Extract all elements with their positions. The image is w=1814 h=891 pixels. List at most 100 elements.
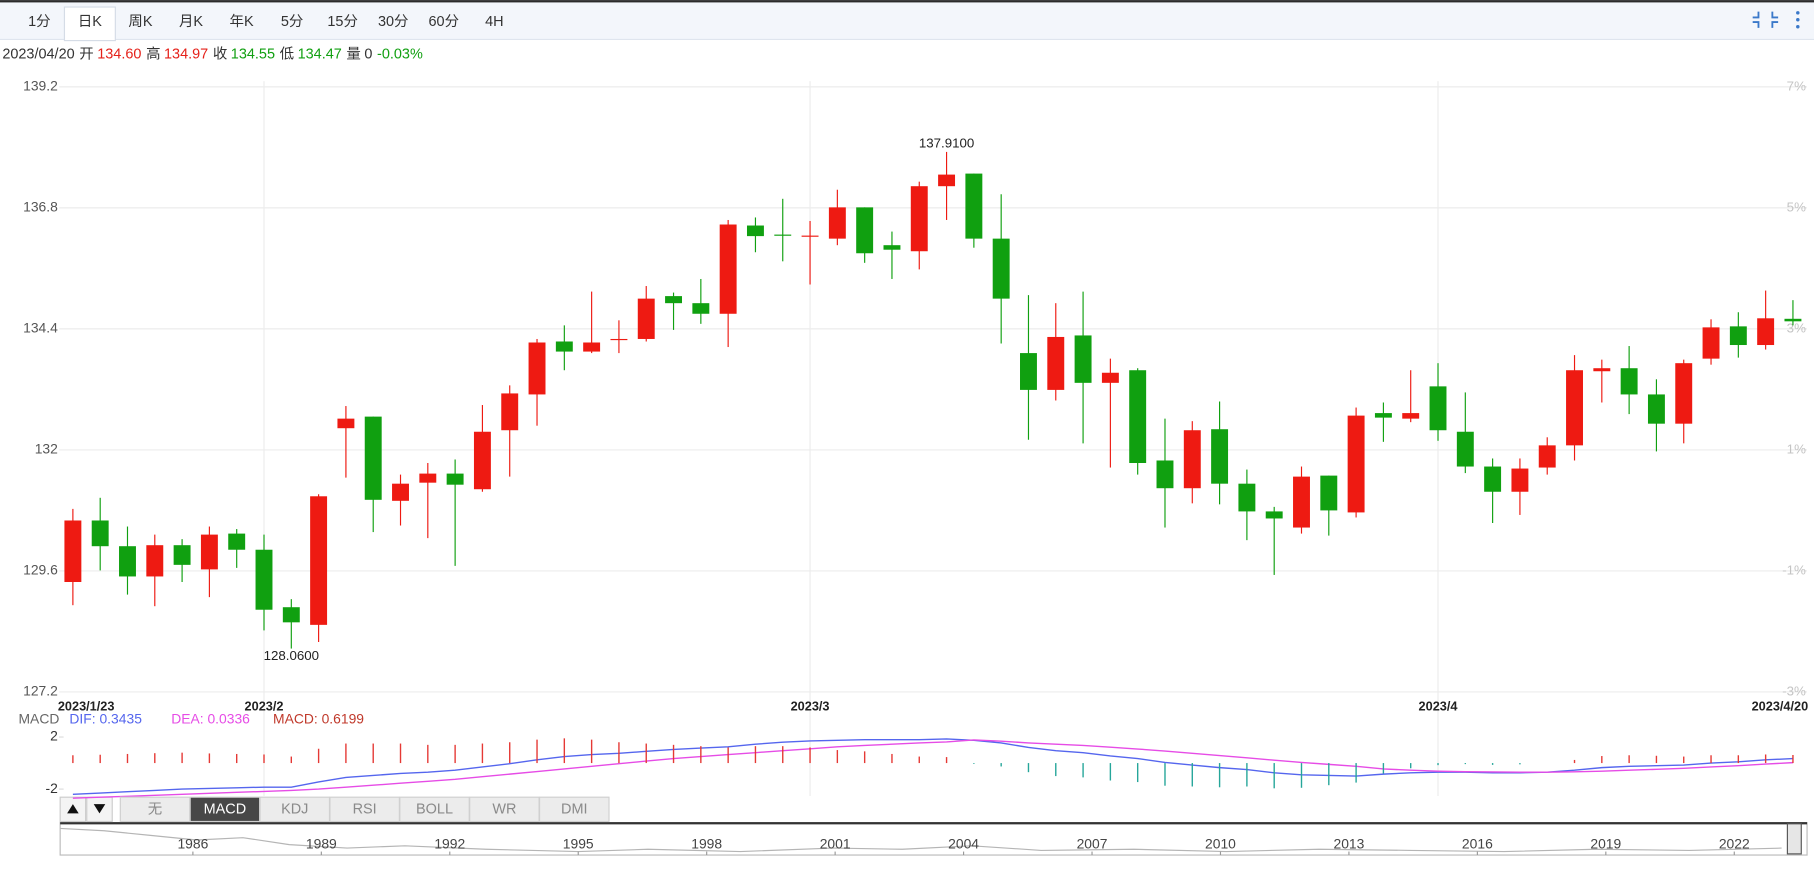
y2-tick-label: 3% [1787,320,1806,335]
indicator-tab[interactable] [329,796,400,823]
macd-bar [99,754,101,764]
macd-bar [536,739,538,764]
candle-body [965,173,983,239]
macd-bar [918,756,920,764]
macd-bar [154,753,156,764]
candle-body [173,545,191,565]
candle-body [610,338,628,341]
quote-field-name: 低 [280,45,294,62]
candle-body [1101,372,1119,383]
macd-bar [290,756,292,764]
macd-bar [1082,763,1084,778]
period-tab[interactable]: 60分 [429,13,460,30]
candle-body [637,298,655,339]
candle-body [692,303,710,314]
macd-bar [618,742,620,764]
candle-body [419,473,437,483]
y-tick-label: 129.6 [23,562,58,578]
indicator-tab[interactable] [469,796,540,823]
macd-bar [1191,763,1193,787]
quote-field-value: 134.47 [298,46,342,62]
navigator-tick-label: 2001 [820,835,851,851]
period-tab[interactable]: 30分 [378,13,409,30]
period-tab[interactable]: 4H [485,14,503,30]
candle-body [364,416,382,500]
candle-body [883,245,901,250]
navigator-series [60,827,1782,853]
period-tab[interactable]: 月K [179,14,203,30]
top-strip [0,0,1814,3]
quote-field-name: 开 [79,46,93,62]
candle-body [228,533,246,550]
candle-body [856,207,874,254]
indicator-tab-label: DMI [561,802,588,818]
quote-field-name: 量 [346,46,360,62]
candle-body [1156,460,1174,489]
macd-bar [727,747,729,764]
candle-body [1620,368,1638,395]
period-tab[interactable]: 1分 [28,13,51,30]
quote-field-value: 134.97 [164,46,208,62]
period-tab[interactable]: 15分 [327,13,358,30]
macd-bar [126,753,129,764]
y-tick-label: 2 [50,728,58,744]
navigator-handle[interactable] [1786,823,1802,855]
y2-tick-label: -3% [1782,683,1806,698]
period-tab[interactable]: 日K [78,14,102,30]
quote-line: 2023/04/20 开 134.60 高 134.97 收 134.55 低 134.47 量 0… [2,45,423,62]
candle-body [583,342,601,352]
y2-tick-label: -1% [1782,562,1806,577]
indicator-tab[interactable] [399,796,470,823]
period-tab[interactable]: 5分 [281,13,304,30]
macd-bar [1273,763,1275,789]
macd-bar [1000,763,1002,767]
candle-body [528,342,546,395]
macd-bar [700,746,702,764]
macd-bar [208,753,211,764]
navigator-tick-label: 1995 [563,835,594,851]
period-tab[interactable]: 年K [230,13,254,30]
candle-body [446,473,464,485]
candle-body [938,174,956,187]
max-label: 137.9100 [919,135,974,150]
navigator-tick-label: 1989 [306,835,337,851]
period-tab[interactable]: 周K [128,14,152,30]
candle-body [665,296,683,304]
y2-tick-label: 7% [1787,78,1806,93]
macd-bar [1164,763,1166,786]
candle-body [1211,429,1229,484]
arrow-down-icon [93,804,106,814]
fullscreen-icon[interactable] [1752,11,1779,28]
candle-body [1047,336,1065,390]
macd-bar [317,748,320,764]
min-label: 128.0600 [264,648,319,663]
indicator-arrows [59,796,113,823]
candle-body [1020,353,1037,390]
candle-body [1538,445,1556,468]
indicator-tab[interactable] [259,796,331,823]
navigator-tick-label: 1998 [691,835,722,851]
macd-bar [973,763,975,764]
navigator-tick-label: 2004 [948,835,979,851]
indicator-tab[interactable] [538,796,610,823]
x-tick-label: 2023/4 [1419,698,1458,713]
x-tick-label: 2023/4/20 [1752,698,1809,713]
legend-entry: MACD: 0.6199 [273,710,364,726]
menu-icon[interactable] [1796,11,1800,29]
macd-bar [863,751,866,764]
candle-body [1183,430,1201,489]
indicator-tab[interactable] [189,796,261,823]
candle-body [801,235,819,237]
indicator-tab-label: 无 [148,802,162,818]
macd-bar [1382,763,1385,774]
macd-bar [1328,763,1330,786]
macd-bar [1437,763,1439,766]
macd-bar [481,743,484,764]
candle-body [1238,483,1256,512]
indicator-tab-label: BOLL [416,802,453,818]
candle-body [1293,476,1310,528]
macd-bar [891,753,893,764]
candle-body [146,545,164,577]
macd-bar [1573,759,1576,764]
